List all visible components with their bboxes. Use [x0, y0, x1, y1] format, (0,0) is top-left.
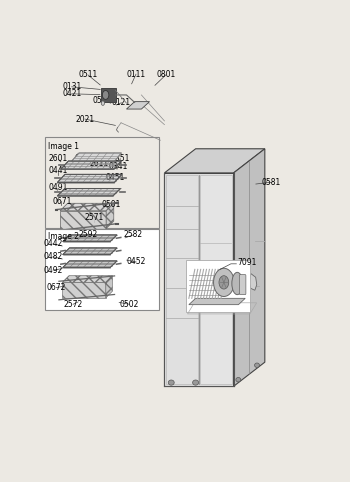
Text: 0421: 0421 — [62, 89, 81, 98]
Ellipse shape — [232, 272, 243, 295]
Polygon shape — [166, 175, 198, 385]
Text: 0491: 0491 — [49, 183, 68, 192]
Text: 0511: 0511 — [92, 95, 111, 105]
FancyBboxPatch shape — [45, 228, 159, 310]
Polygon shape — [106, 203, 114, 228]
Text: 0441: 0441 — [49, 166, 68, 175]
Text: 0451: 0451 — [105, 173, 125, 182]
Polygon shape — [57, 188, 120, 196]
Polygon shape — [60, 211, 106, 228]
Text: 0131: 0131 — [62, 82, 81, 91]
Text: 0341: 0341 — [108, 162, 127, 171]
Text: 0672: 0672 — [47, 283, 66, 292]
Polygon shape — [234, 149, 265, 386]
Text: 0121: 0121 — [112, 98, 131, 107]
Polygon shape — [62, 276, 112, 282]
Text: 2582: 2582 — [124, 230, 143, 240]
Text: 0351: 0351 — [111, 154, 130, 163]
Polygon shape — [126, 102, 149, 109]
Polygon shape — [63, 261, 117, 268]
Polygon shape — [61, 161, 121, 169]
Text: 2611: 2611 — [90, 160, 108, 169]
Text: 2021: 2021 — [75, 115, 94, 123]
Polygon shape — [250, 274, 257, 290]
Text: Image 1: Image 1 — [48, 143, 79, 151]
Polygon shape — [60, 203, 114, 211]
Text: 0492: 0492 — [43, 266, 63, 275]
Text: 0581: 0581 — [262, 178, 281, 187]
Ellipse shape — [193, 380, 198, 385]
Ellipse shape — [168, 380, 174, 385]
Polygon shape — [189, 298, 245, 305]
Polygon shape — [106, 276, 112, 298]
Text: 7091: 7091 — [238, 258, 257, 267]
Polygon shape — [101, 88, 116, 102]
Ellipse shape — [236, 377, 241, 382]
Text: 0511: 0511 — [78, 70, 98, 80]
Polygon shape — [72, 153, 121, 161]
Polygon shape — [164, 149, 265, 173]
Text: 0481: 0481 — [75, 154, 94, 162]
Polygon shape — [62, 282, 106, 298]
Polygon shape — [57, 174, 122, 183]
Circle shape — [101, 101, 105, 106]
Text: 2601: 2601 — [49, 154, 68, 163]
Text: 2572: 2572 — [63, 300, 83, 309]
Text: 0671: 0671 — [53, 197, 72, 206]
Text: 0452: 0452 — [127, 257, 146, 267]
Circle shape — [102, 91, 109, 99]
Text: 2592: 2592 — [78, 229, 98, 239]
Polygon shape — [164, 173, 234, 386]
Circle shape — [219, 276, 229, 289]
Text: 0111: 0111 — [126, 70, 146, 79]
Text: 0501: 0501 — [102, 201, 121, 209]
Text: 0442: 0442 — [43, 239, 63, 248]
Text: Image 2: Image 2 — [48, 231, 79, 241]
Polygon shape — [63, 248, 117, 254]
Ellipse shape — [254, 363, 259, 367]
Text: 0502: 0502 — [120, 300, 139, 309]
Polygon shape — [200, 175, 232, 385]
Polygon shape — [63, 235, 117, 241]
FancyBboxPatch shape — [239, 275, 246, 295]
Text: 0482: 0482 — [43, 252, 63, 261]
FancyBboxPatch shape — [186, 260, 250, 312]
Circle shape — [214, 268, 234, 296]
Text: 2571: 2571 — [84, 213, 103, 222]
Text: 0801: 0801 — [156, 70, 175, 80]
